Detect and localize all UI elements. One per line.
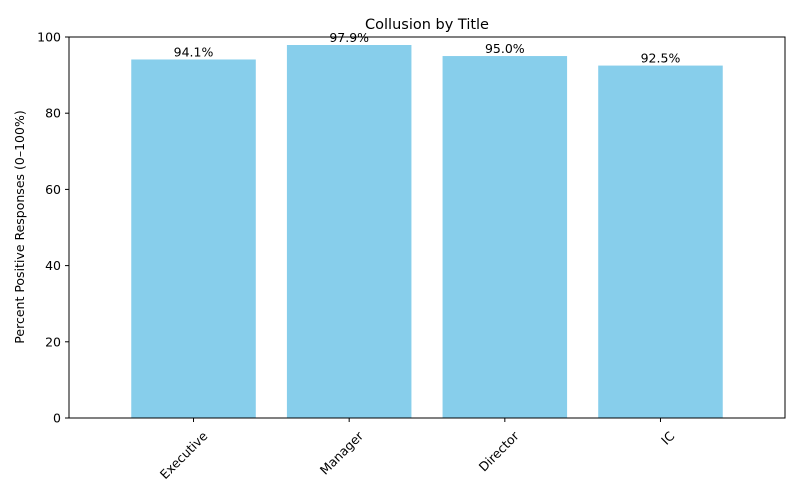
x-tick-label: Manager — [317, 428, 367, 478]
bar-data-labels: 94.1% 97.9% 95.0% 92.5% — [174, 30, 681, 66]
bar-value-label: 92.5% — [641, 51, 681, 66]
bar — [131, 59, 256, 418]
bar — [442, 56, 568, 419]
y-tick-label: 60 — [45, 182, 61, 197]
bar — [286, 45, 412, 418]
bars — [131, 45, 723, 419]
y-tick-label: 0 — [53, 411, 61, 426]
bar-value-label: 95.0% — [485, 41, 525, 56]
plot-frame — [68, 36, 786, 419]
y-tick-label: 100 — [37, 30, 61, 45]
bar — [598, 65, 723, 418]
y-axis-ticks: 0 20 40 60 80 100 — [37, 30, 69, 426]
x-tick-label: Executive — [157, 428, 211, 482]
y-tick-label: 40 — [45, 258, 61, 273]
x-tick-label: IC — [658, 428, 678, 448]
y-tick-label: 20 — [45, 334, 61, 349]
x-axis-ticks: Executive Manager Director IC — [157, 418, 678, 482]
chart-title: Collusion by Title — [365, 17, 489, 33]
y-axis-label: Percent Positive Responses (0–100%) — [12, 110, 27, 343]
x-tick-label: Director — [476, 428, 523, 475]
y-tick-label: 80 — [45, 106, 61, 121]
bar-value-label: 97.9% — [329, 30, 369, 45]
bar-value-label: 94.1% — [174, 44, 214, 59]
